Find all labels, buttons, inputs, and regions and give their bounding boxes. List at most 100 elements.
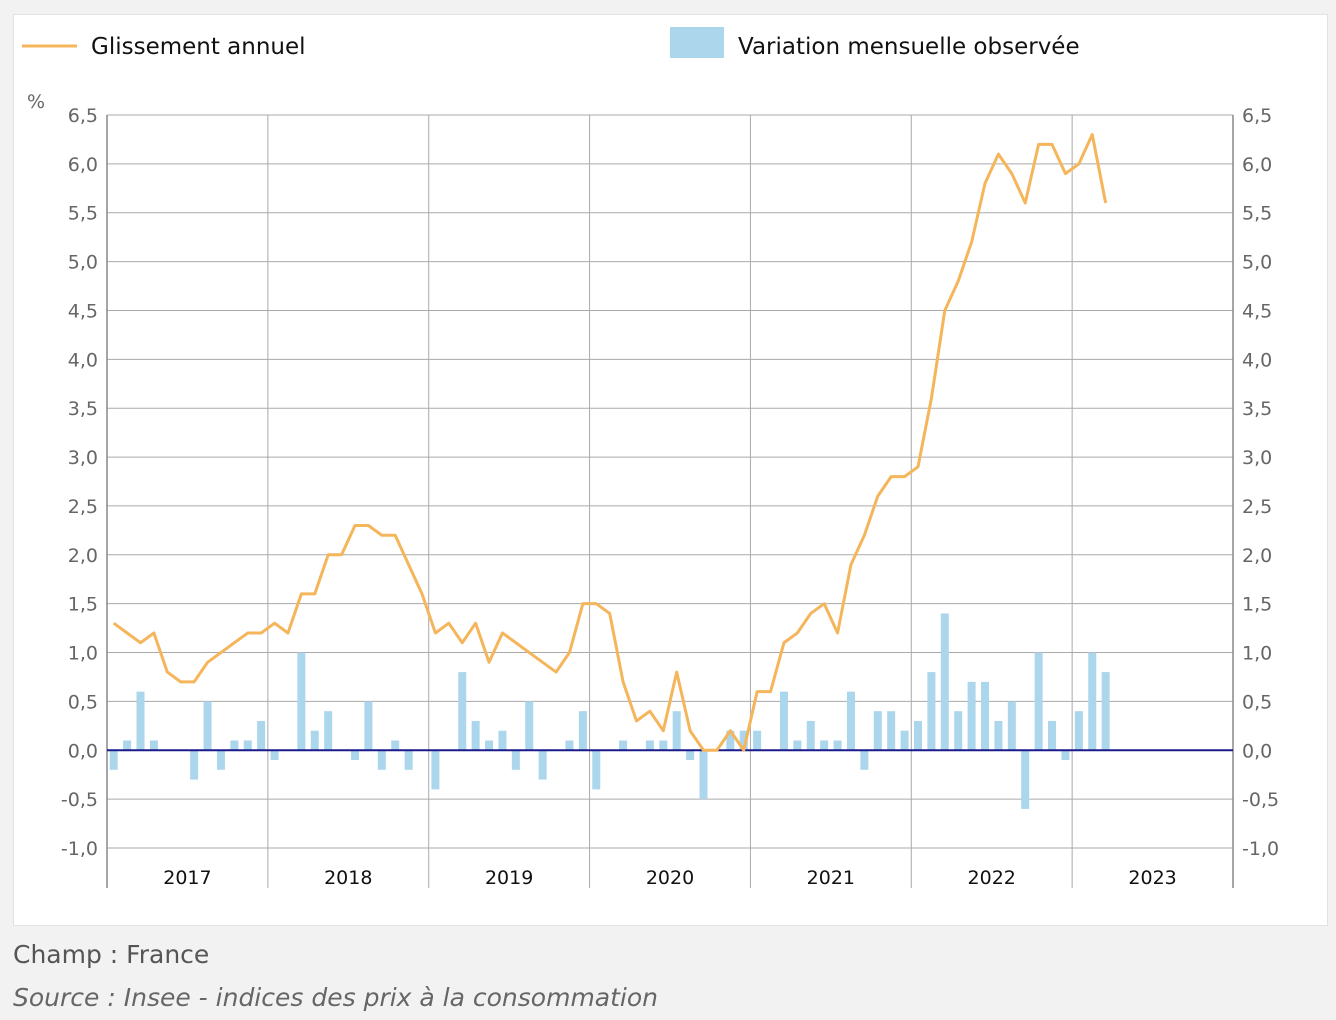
monthly-bar [257, 720, 266, 751]
y-tick-left: 1,5 [68, 594, 98, 616]
monthly-bar [578, 711, 587, 751]
legend-label-line: Glissement annuel [91, 34, 306, 60]
monthly-bar [659, 740, 668, 751]
y-tick-left: 2,5 [68, 496, 98, 518]
y-tick-left: 5,0 [68, 252, 98, 274]
monthly-bar [297, 652, 306, 751]
monthly-bar [404, 750, 413, 770]
monthly-bar [324, 711, 333, 751]
monthly-bar [793, 740, 802, 751]
y-tick-left: 2,0 [68, 545, 98, 567]
y-tick-right: 6,0 [1242, 154, 1272, 176]
y-tick-left: 5,5 [68, 203, 98, 225]
y-tick-left: 6,0 [68, 154, 98, 176]
monthly-bar [645, 740, 654, 751]
monthly-bar [310, 730, 319, 751]
monthly-bar [1101, 672, 1110, 751]
legend-bar-swatch [670, 27, 724, 58]
monthly-bar [820, 740, 829, 751]
x-tick-label: 2023 [1128, 867, 1176, 889]
y-tick-right: 0,0 [1242, 740, 1272, 762]
y-tick-left: 4,5 [68, 300, 98, 322]
monthly-bar [123, 740, 132, 751]
monthly-bar [498, 730, 507, 751]
monthly-bar [471, 720, 480, 751]
x-tick-label: 2022 [968, 867, 1016, 889]
monthly-bar [686, 750, 695, 761]
monthly-bar [243, 740, 252, 751]
monthly-bar [672, 711, 681, 751]
y-tick-right: 1,0 [1242, 643, 1272, 665]
y-tick-right: 4,0 [1242, 349, 1272, 371]
monthly-bar [954, 711, 963, 751]
monthly-bar [230, 740, 239, 751]
y-tick-left: 3,5 [68, 398, 98, 420]
monthly-bar [967, 681, 976, 751]
monthly-bar [364, 701, 373, 751]
y-tick-right: -1,0 [1242, 838, 1279, 860]
x-tick-label: 2017 [163, 867, 211, 889]
monthly-bar [1074, 711, 1083, 751]
monthly-bar [1048, 720, 1057, 751]
monthly-bar [190, 750, 199, 780]
y-tick-right: 1,5 [1242, 594, 1272, 616]
y-tick-right: 6,5 [1242, 105, 1272, 127]
monthly-bar [913, 720, 922, 751]
y-tick-right: 5,0 [1242, 252, 1272, 274]
y-tick-right: 0,5 [1242, 691, 1272, 713]
monthly-bar [485, 740, 494, 751]
y-tick-left: 4,0 [68, 349, 98, 371]
monthly-bar [109, 750, 118, 770]
monthly-bar [846, 691, 855, 751]
x-tick-label: 2021 [807, 867, 855, 889]
monthly-bar [270, 750, 279, 761]
y-tick-left: 6,5 [68, 105, 98, 127]
monthly-bar [1061, 750, 1070, 761]
monthly-bar [592, 750, 601, 790]
monthly-bar [203, 701, 212, 751]
monthly-bar [887, 711, 896, 751]
monthly-bar [149, 740, 158, 751]
monthly-bar [391, 740, 400, 751]
monthly-bar [779, 691, 788, 751]
y-tick-left: 1,0 [68, 643, 98, 665]
monthly-bar [1034, 652, 1043, 751]
legend-label-bar: Variation mensuelle observée [738, 34, 1080, 60]
monthly-bar [806, 720, 815, 751]
y-tick-left: -1,0 [61, 838, 98, 860]
monthly-bar [873, 711, 882, 751]
x-tick-label: 2020 [646, 867, 694, 889]
monthly-bar [739, 730, 748, 751]
y-tick-left: 0,0 [68, 740, 98, 762]
source-note: Source : Insee - indices des prix à la c… [13, 983, 659, 1012]
monthly-bar [753, 730, 762, 751]
monthly-bar [699, 750, 708, 800]
monthly-bar [900, 730, 909, 751]
monthly-bar [136, 691, 145, 751]
annual-change-line [112, 133, 1108, 752]
y-tick-right: 5,5 [1242, 203, 1272, 225]
monthly-bar [940, 613, 949, 751]
monthly-bar [619, 740, 628, 751]
monthly-bar [565, 740, 574, 751]
y-unit-label: % [27, 91, 45, 113]
chart-card [13, 14, 1328, 926]
y-tick-right: 2,0 [1242, 545, 1272, 567]
monthly-bar [994, 720, 1003, 751]
y-tick-left: -0,5 [61, 789, 98, 811]
monthly-bar [525, 701, 534, 751]
monthly-bar [1088, 652, 1097, 751]
monthly-bar [981, 681, 990, 751]
monthly-bar [1021, 750, 1030, 809]
scope-note: Champ : France [13, 940, 210, 969]
x-tick-label: 2018 [324, 867, 372, 889]
y-tick-right: -0,5 [1242, 789, 1279, 811]
y-tick-right: 2,5 [1242, 496, 1272, 518]
y-tick-right: 3,0 [1242, 447, 1272, 469]
y-tick-left: 0,5 [68, 691, 98, 713]
monthly-bar [538, 750, 547, 780]
monthly-bar [458, 672, 467, 751]
monthly-bar [350, 750, 359, 761]
y-tick-right: 4,5 [1242, 300, 1272, 322]
monthly-bar [511, 750, 520, 770]
